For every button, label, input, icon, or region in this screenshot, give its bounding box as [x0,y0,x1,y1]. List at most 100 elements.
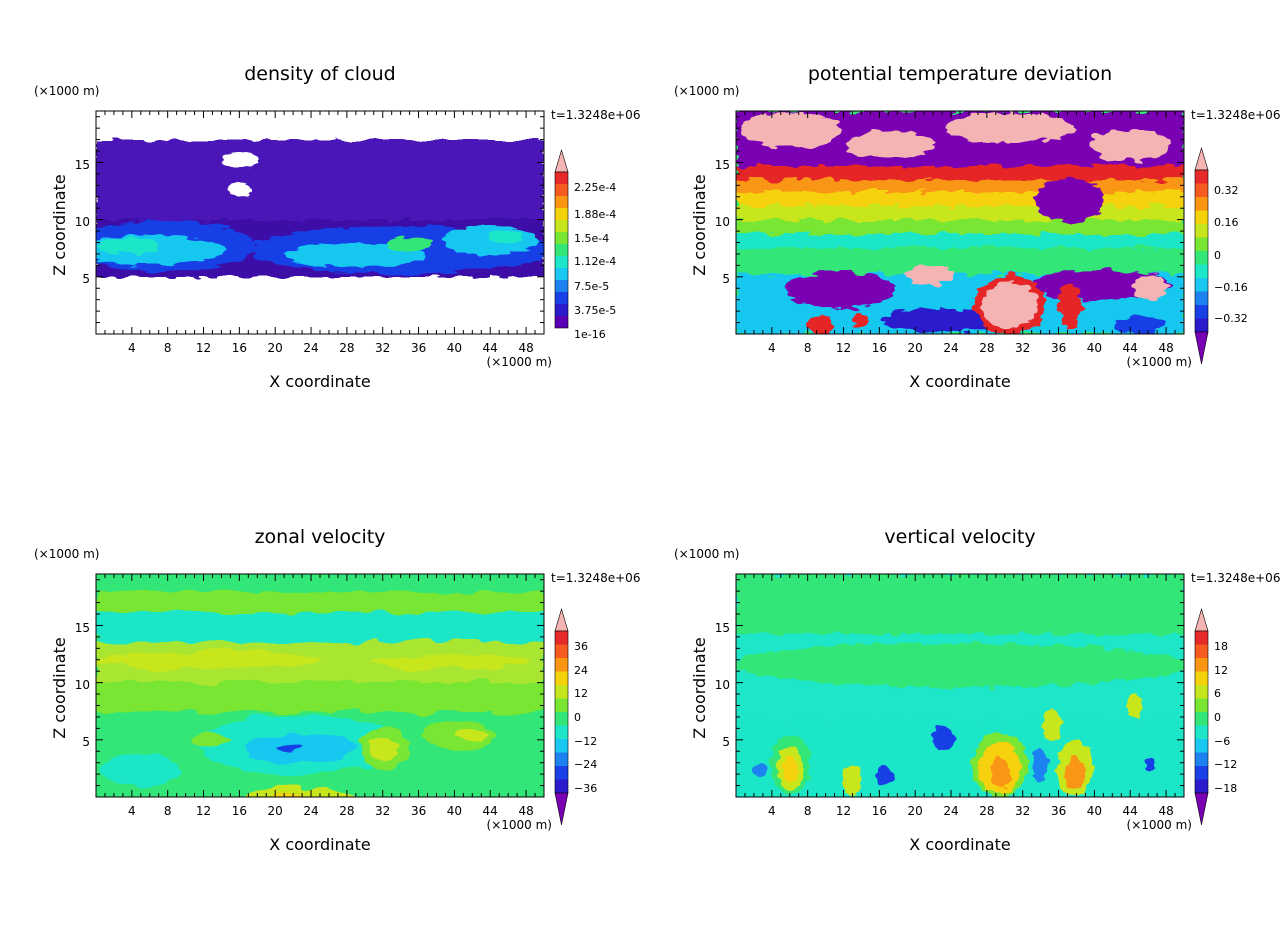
jet-core [245,788,355,797]
cloud-band-east [442,225,538,255]
x-tick-label: 12 [196,804,211,818]
colorbar-label: 12 [1214,664,1228,677]
downdraft-core [1145,758,1155,772]
x-tick-label: 44 [483,804,498,818]
x-tick-label: 24 [303,804,318,818]
colorbar-label: 36 [574,640,588,653]
band [736,220,1184,234]
x-unit-label: (×1000 m) [487,818,552,832]
x-tick-label: 36 [411,804,426,818]
x-tick-label: 4 [768,341,776,355]
y-tick-label: 15 [715,158,730,172]
panel-title: zonal velocity [255,526,386,548]
x-tick-label: 32 [375,804,390,818]
colorbar-seg [555,671,568,685]
colorbar-seg [1195,197,1208,211]
cloud-thin-layer [96,140,544,220]
colorbar-label: 24 [574,664,588,677]
x-tick-label: 32 [375,341,390,355]
band [736,206,1184,220]
y-tick-labels: 5 10 15 [715,158,730,286]
warm-patch [808,315,832,334]
updraft-core [782,756,798,784]
x-tick-label: 12 [836,804,851,818]
warm-patch [945,113,1075,143]
colorbar-seg [555,196,568,208]
downdraft-core [1033,749,1047,781]
x-tick-label: 48 [1158,804,1173,818]
colorbar-seg [1195,685,1208,699]
y-tick-labels: 5 10 15 [75,621,90,749]
y-tick-label: 5 [82,272,90,286]
jet-core [274,794,326,797]
colorbar-seg [1195,278,1208,292]
colorbar-label: 7.5e-5 [574,280,609,293]
y-tick-label: 15 [75,621,90,635]
colorbar-label: 1.5e-4 [574,232,609,245]
colorbar-seg [1195,779,1208,793]
field-density-of-cloud [96,111,544,334]
x-tick-label: 40 [1087,341,1102,355]
warm-patch [1132,276,1168,300]
panel-title: density of cloud [244,63,396,85]
updraft-region [842,764,862,796]
panel-title: vertical velocity [884,526,1035,548]
x-tick-labels: 4 8 12 16 20 24 28 32 36 40 44 48 [128,804,534,818]
warm-patch [1090,129,1170,161]
colorbar-seg [555,280,568,292]
panel-potential-temperature-deviation: potential temperature deviation (×1000 m… [674,63,1280,391]
colorbar-label: 18 [1214,640,1228,653]
cloud-peak-east [487,229,523,243]
colorbar-seg [1195,725,1208,739]
band [736,166,1184,180]
x-unit-label: (×1000 m) [1127,818,1192,832]
cloud-band-center [285,243,425,267]
x-axis-label: X coordinate [909,372,1010,391]
colorbar-label: −36 [574,782,597,795]
colorbar-seg [555,712,568,726]
panel-title: potential temperature deviation [808,63,1112,85]
y-unit-label: (×1000 m) [34,547,99,561]
x-tick-label: 8 [804,341,812,355]
cloud-gap-2 [228,182,252,198]
jet-core [452,728,488,742]
colorbar-seg [555,725,568,739]
x-tick-label: 4 [768,804,776,818]
colorbar-label: −0.16 [1214,281,1248,294]
band [96,574,544,592]
time-label: t=1.3248e+06 [551,108,640,122]
cloud-peak-west [100,238,160,254]
colorbar-label: 3.75e-5 [574,304,616,317]
colorbar-label: 1.12e-4 [574,255,616,268]
colorbar-seg [1195,291,1208,305]
x-tick-label: 28 [339,804,354,818]
colorbar-label: 2.25e-4 [574,181,616,194]
time-label: t=1.3248e+06 [1191,108,1280,122]
x-tick-label: 32 [1015,341,1030,355]
x-tick-label: 44 [483,341,498,355]
band [736,234,1184,248]
y-tick-label: 10 [75,215,90,229]
x-tick-label: 48 [1158,341,1173,355]
colorbar-under-arrow [554,792,569,826]
colorbar-seg [1195,237,1208,251]
tick-marks [96,111,1184,797]
x-tick-labels: 4 8 12 16 20 24 28 32 36 40 44 48 [768,804,1174,818]
y-axis-label: Z coordinate [50,637,69,738]
x-tick-label: 40 [1087,804,1102,818]
x-unit-label: (×1000 m) [1127,355,1192,369]
x-tick-label: 36 [1051,341,1066,355]
colorbar-seg [555,244,568,256]
colorbar-seg [555,172,568,184]
x-axis-label: X coordinate [909,835,1010,854]
x-tick-label: 16 [232,804,247,818]
band [736,192,1184,206]
colorbar-seg [1195,658,1208,672]
x-tick-label: 28 [339,341,354,355]
colorbar-seg [1195,766,1208,780]
colorbar-label: 0.32 [1214,184,1239,197]
colorbar-label: −0.32 [1214,312,1248,325]
colorbar-seg [1195,305,1208,319]
colorbar-seg [1195,224,1208,238]
colorbar-seg [555,256,568,268]
